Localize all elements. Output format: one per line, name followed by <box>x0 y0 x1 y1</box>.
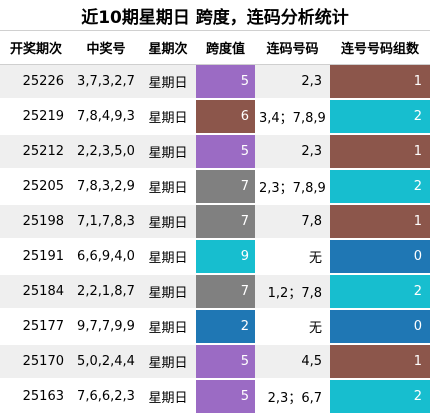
period-cell: 25191 <box>0 239 72 275</box>
week-cell: 星期日 <box>140 64 196 100</box>
week-cell: 星期日 <box>140 274 196 310</box>
cnt-cell: 1 <box>330 204 430 240</box>
table-row: 25184 2,2,1,8,7 星期日 7 1,2；7,8 2 <box>0 274 430 310</box>
cnt-cell: 2 <box>330 379 430 415</box>
span-cell: 5 <box>196 379 255 415</box>
lian-cell: 4,5 <box>255 344 330 380</box>
table-row: 25163 7,6,6,2,3 星期日 5 2,3；6,7 2 <box>0 379 430 415</box>
span-cell: 2 <box>196 309 255 345</box>
period-cell: 25170 <box>0 344 72 380</box>
period-cell: 25226 <box>0 64 72 100</box>
nums-cell: 7,6,6,2,3 <box>72 379 140 415</box>
page-title: 近10期星期日 跨度，连码分析统计 <box>0 0 430 31</box>
table-header-row: 开奖期次 中奖号 星期次 跨度值 连码号码 连号号码组数 <box>0 31 430 65</box>
header-count: 连号号码组数 <box>330 31 430 65</box>
period-cell: 25177 <box>0 309 72 345</box>
cnt-cell: 0 <box>330 309 430 345</box>
span-cell: 5 <box>196 344 255 380</box>
table-row: 25219 7,8,4,9,3 星期日 6 3,4；7,8,9 2 <box>0 99 430 135</box>
span-cell: 5 <box>196 134 255 170</box>
header-span: 跨度值 <box>196 31 255 65</box>
header-lian: 连码号码 <box>255 31 330 65</box>
lian-cell: 2,3；7,8,9 <box>255 169 330 205</box>
cnt-cell: 1 <box>330 344 430 380</box>
lian-cell: 无 <box>255 239 330 275</box>
nums-cell: 5,0,2,4,4 <box>72 344 140 380</box>
span-cell: 6 <box>196 99 255 135</box>
week-cell: 星期日 <box>140 134 196 170</box>
table-row: 25191 6,6,9,4,0 星期日 9 无 0 <box>0 239 430 275</box>
header-weekday: 星期次 <box>140 31 196 65</box>
week-cell: 星期日 <box>140 239 196 275</box>
period-cell: 25198 <box>0 204 72 240</box>
lian-cell: 3,4；7,8,9 <box>255 99 330 135</box>
week-cell: 星期日 <box>140 169 196 205</box>
span-cell: 7 <box>196 274 255 310</box>
nums-cell: 7,1,7,8,3 <box>72 204 140 240</box>
lian-cell: 1,2；7,8 <box>255 274 330 310</box>
header-period: 开奖期次 <box>0 31 72 65</box>
week-cell: 星期日 <box>140 309 196 345</box>
table-row: 25205 7,8,3,2,9 星期日 7 2,3；7,8,9 2 <box>0 169 430 205</box>
lian-cell: 无 <box>255 309 330 345</box>
week-cell: 星期日 <box>140 204 196 240</box>
period-cell: 25212 <box>0 134 72 170</box>
table-row: 25177 9,7,7,9,9 星期日 2 无 0 <box>0 309 430 345</box>
span-cell: 9 <box>196 239 255 275</box>
span-cell: 5 <box>196 64 255 100</box>
period-cell: 25219 <box>0 99 72 135</box>
period-cell: 25205 <box>0 169 72 205</box>
week-cell: 星期日 <box>140 99 196 135</box>
table-row: 25198 7,1,7,8,3 星期日 7 7,8 1 <box>0 204 430 240</box>
header-numbers: 中奖号 <box>72 31 140 65</box>
cnt-cell: 1 <box>330 64 430 100</box>
cnt-cell: 2 <box>330 99 430 135</box>
table-row: 25226 3,7,3,2,7 星期日 5 2,3 1 <box>0 64 430 100</box>
span-cell: 7 <box>196 169 255 205</box>
cnt-cell: 0 <box>330 239 430 275</box>
table-body: 25226 3,7,3,2,7 星期日 5 2,3 1 25219 7,8,4,9,3 星期日 6… <box>0 64 430 415</box>
lian-cell: 7,8 <box>255 204 330 240</box>
week-cell: 星期日 <box>140 379 196 415</box>
period-cell: 25184 <box>0 274 72 310</box>
lian-cell: 2,3；6,7 <box>255 379 330 415</box>
nums-cell: 3,7,3,2,7 <box>72 64 140 100</box>
cnt-cell: 1 <box>330 134 430 170</box>
nums-cell: 9,7,7,9,9 <box>72 309 140 345</box>
lian-cell: 2,3 <box>255 134 330 170</box>
nums-cell: 2,2,1,8,7 <box>72 274 140 310</box>
table-row: 25170 5,0,2,4,4 星期日 5 4,5 1 <box>0 344 430 380</box>
period-cell: 25163 <box>0 379 72 415</box>
cnt-cell: 2 <box>330 274 430 310</box>
nums-cell: 2,2,3,5,0 <box>72 134 140 170</box>
span-cell: 7 <box>196 204 255 240</box>
lian-cell: 2,3 <box>255 64 330 100</box>
cnt-cell: 2 <box>330 169 430 205</box>
nums-cell: 7,8,3,2,9 <box>72 169 140 205</box>
stats-table: 开奖期次 中奖号 星期次 跨度值 连码号码 连号号码组数 25226 3,7,3,… <box>0 31 430 415</box>
nums-cell: 7,8,4,9,3 <box>72 99 140 135</box>
nums-cell: 6,6,9,4,0 <box>72 239 140 275</box>
table-row: 25212 2,2,3,5,0 星期日 5 2,3 1 <box>0 134 430 170</box>
week-cell: 星期日 <box>140 344 196 380</box>
